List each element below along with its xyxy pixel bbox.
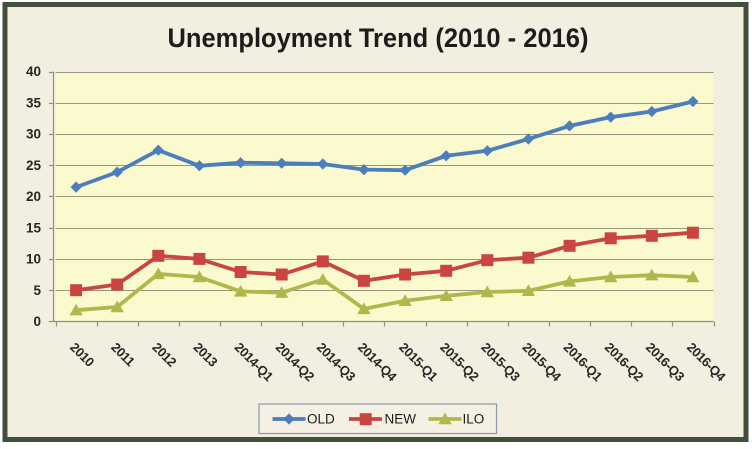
svg-text:OLD: OLD <box>307 412 335 427</box>
svg-text:Unemployment Trend (2010 - 201: Unemployment Trend (2010 - 2016) <box>168 23 589 53</box>
svg-text:20: 20 <box>26 189 41 204</box>
svg-text:ILO: ILO <box>463 412 485 427</box>
svg-text:15: 15 <box>26 220 42 235</box>
svg-text:5: 5 <box>33 283 41 298</box>
svg-text:10: 10 <box>26 252 41 267</box>
svg-text:25: 25 <box>26 158 42 173</box>
svg-text:0: 0 <box>33 314 41 329</box>
svg-text:NEW: NEW <box>385 412 417 427</box>
svg-text:40: 40 <box>26 64 41 79</box>
svg-text:30: 30 <box>26 127 41 142</box>
svg-text:35: 35 <box>26 95 42 110</box>
